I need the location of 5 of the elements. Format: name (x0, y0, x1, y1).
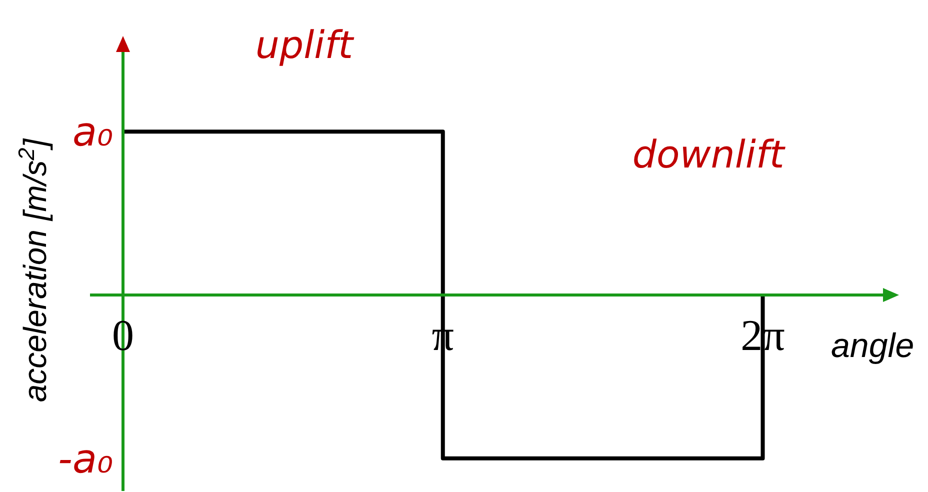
text: uplift (255, 23, 356, 68)
x-axis-title: angle (831, 327, 914, 365)
text: -a₀ (58, 436, 113, 482)
annotation: downlift (632, 132, 786, 177)
text: a₀ (72, 110, 113, 156)
